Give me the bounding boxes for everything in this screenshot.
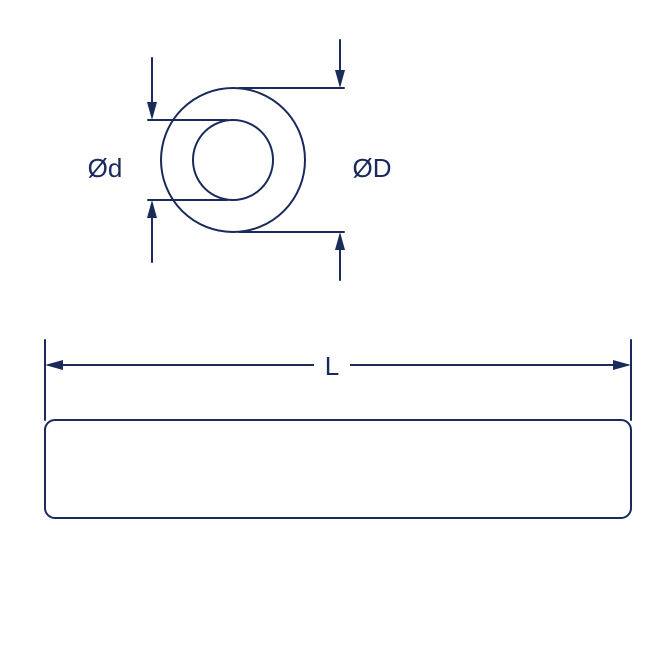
label-inner-diameter: Ød <box>88 153 123 183</box>
tube-side-view <box>45 420 631 518</box>
dimension-lines: Ød ØD L <box>45 40 631 420</box>
tube-dimension-diagram: Ød ØD L <box>0 0 670 670</box>
label-length: L <box>325 351 339 381</box>
tube-end-view <box>161 88 305 232</box>
label-outer-diameter: ØD <box>353 153 392 183</box>
